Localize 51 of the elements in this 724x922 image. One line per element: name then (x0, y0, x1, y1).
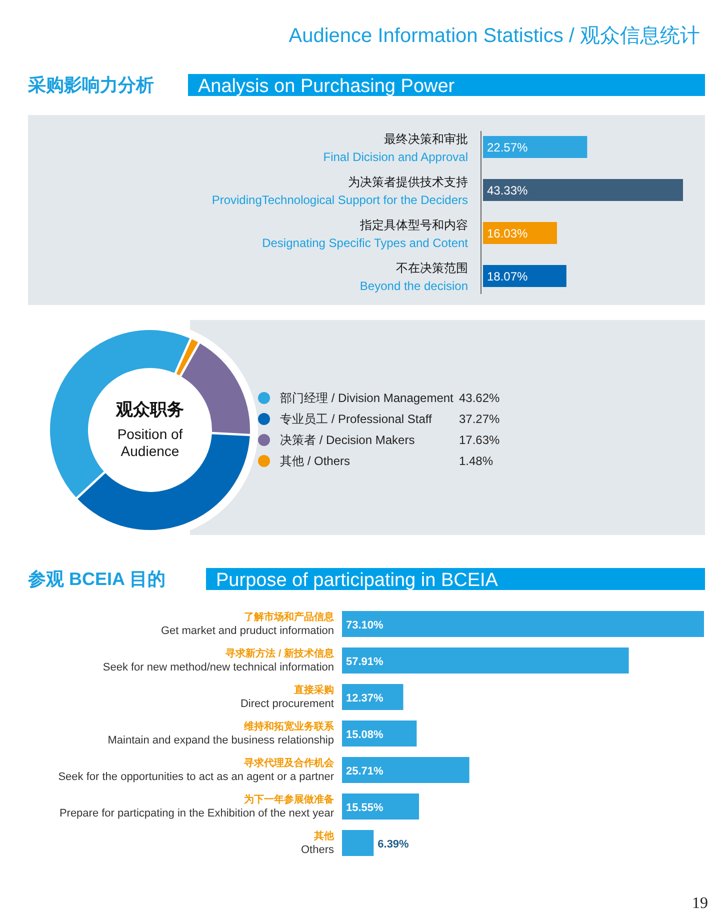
y-tick-label: 为下一年参展做准备 Prepare for particpating in the Exhibition of the next year (59, 794, 335, 820)
text: 19 (692, 895, 708, 912)
donut-slice (176, 339, 198, 376)
y-tick-label: 不在决策范围 Beyond the decision (360, 261, 468, 293)
bar (342, 757, 470, 783)
bar (342, 794, 420, 820)
data-label: 6.39% (378, 838, 410, 850)
bar (342, 684, 404, 710)
y-tick-label: 其他 Others (300, 830, 335, 856)
text: Audience Information Statistics / 观众信息统计 (288, 25, 700, 47)
chart-subtitle: Purpose of participating in BCEIA (216, 570, 498, 591)
y-tick-label: 最终决策和审批 Final Dicision and Approval (323, 132, 468, 164)
text: 参观 BCEIA 目的 (27, 569, 166, 589)
data-label: 18.07% (487, 270, 528, 284)
data-label: 57.91% (346, 656, 384, 668)
bar (483, 179, 683, 201)
text: Position of Audience (117, 426, 183, 459)
y-tick-label: 为决策者提供技术支持 ProvidingTechnological Support for the Deciders (212, 175, 468, 207)
bar (342, 830, 374, 856)
data-label: 43.62% (459, 391, 500, 405)
bar (342, 720, 417, 746)
legend-label: 专业员工 / Professional Staff (280, 412, 432, 426)
y-tick-label: 寻求新方法 / 新技术信息 Seek for new method/new technical information (102, 648, 335, 674)
data-label: 73.10% (346, 620, 384, 632)
legend-label: 决策者 / Decision Makers (280, 433, 415, 447)
y-tick-label: 了解市场和产品信息 Get market and pruduct information (160, 611, 335, 637)
bar (483, 265, 566, 287)
y-tick-label: 寻求代理及合作机会 Seek for the opportunities to act as an agent or a partner (58, 757, 335, 783)
bar (483, 136, 588, 158)
data-label: 22.57% (487, 140, 528, 154)
data-label: 12.37% (346, 692, 384, 704)
bar (342, 648, 629, 674)
text: Analysis on Purchasing Power (198, 76, 456, 97)
data-label: 17.63% (459, 433, 500, 447)
bar (342, 611, 704, 637)
y-tick-label: 直接采购 Direct procurement (240, 684, 334, 710)
text: 采购影响力分析 (27, 75, 154, 95)
y-tick-label: 维持和拓宽业务联系 Maintain and expand the business relationship (108, 720, 335, 746)
data-label: 15.55% (346, 802, 384, 814)
data-label: 37.27% (459, 412, 500, 426)
y-tick-label: 指定具体型号和内容 Designating Specific Types and Cotent (262, 218, 469, 250)
legend-label: 其他 / Others (280, 454, 350, 468)
data-label: 1.48% (459, 454, 494, 468)
donut-slice (50, 330, 190, 498)
bar (483, 222, 557, 244)
text: 观众职务 (115, 400, 184, 419)
data-label: 16.03% (487, 226, 528, 240)
legend-label: 部门经理 / Division Management (280, 391, 454, 405)
data-label: 25.71% (346, 766, 384, 778)
data-label: 15.08% (346, 729, 384, 741)
data-label: 43.33% (487, 184, 528, 198)
